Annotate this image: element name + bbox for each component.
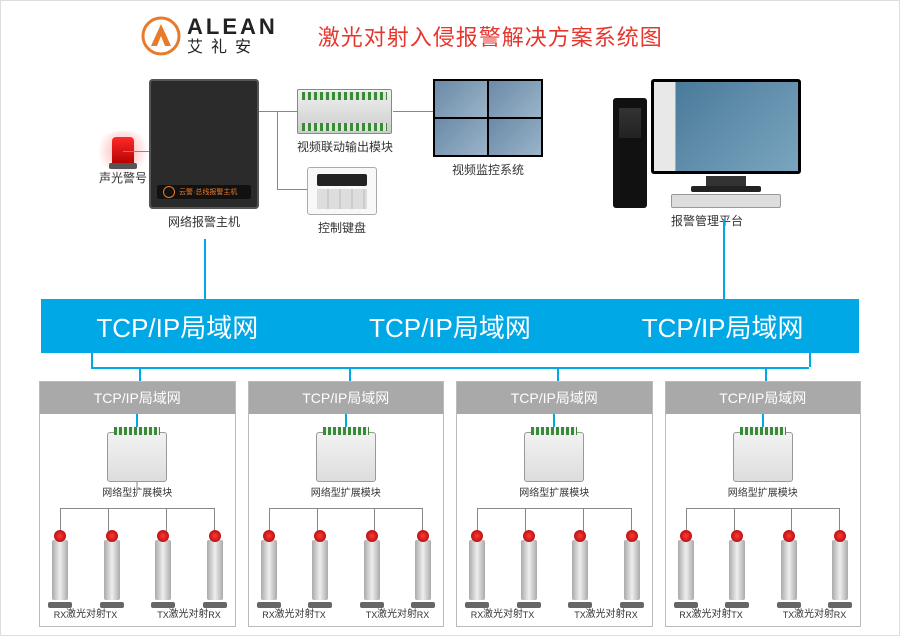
alarm-host-device: 云警·总线报警主机 网络报警主机 [149, 79, 259, 230]
sub-header: TCP/IP局域网 [457, 382, 652, 414]
conn-blue [809, 353, 811, 367]
video-module-icon [297, 89, 392, 134]
conn-line [60, 508, 215, 509]
ext-module-label: 网络型扩展模块 [249, 484, 444, 499]
video-wall-icon [433, 79, 543, 157]
logo-icon [141, 16, 181, 56]
tcp-label: TCP/IP局域网 [642, 308, 804, 345]
video-module-device: 视频联动输出模块 [297, 89, 393, 155]
header: ALEAN 艾礼安 激光对射入侵报警解决方案系统图 [141, 15, 859, 57]
pc-device: 报警管理平台 [613, 79, 801, 229]
sensors-row: RX TX TX RX 激光对射 激光对射 [674, 540, 853, 620]
sensor-pair-label: 激光对射 [66, 605, 106, 620]
sub-box: TCP/IP局域网 网络型扩展模块 RX TX TX RX 激光对射 激光对射 [39, 381, 236, 627]
conn-blue [723, 219, 725, 299]
sensors-row: RX TX TX RX 激光对射 激光对射 [48, 540, 227, 620]
ext-module-icon [524, 432, 584, 482]
tcp-bar: TCP/IP局域网 TCP/IP局域网 TCP/IP局域网 [41, 299, 859, 353]
conn-blue [557, 367, 559, 381]
sub-header: TCP/IP局域网 [40, 382, 235, 414]
ext-module-label: 网络型扩展模块 [457, 484, 652, 499]
conn-blue [91, 353, 93, 367]
video-wall-label: 视频监控系统 [433, 161, 543, 178]
keypad-label: 控制键盘 [307, 219, 377, 236]
alarm-host-badge: 云警·总线报警主机 [157, 185, 251, 199]
conn-line [123, 151, 149, 152]
ext-module-icon [316, 432, 376, 482]
ext-module-icon [733, 432, 793, 482]
tcp-label: TCP/IP局域网 [96, 308, 258, 345]
sub-box: TCP/IP局域网 网络型扩展模块 RX TX TX RX 激光对射 激光对射 [248, 381, 445, 627]
diagram-title: 激光对射入侵报警解决方案系统图 [318, 20, 663, 52]
sub-box: TCP/IP局域网 网络型扩展模块 RX TX TX RX 激光对射 激光对射 [456, 381, 653, 627]
tcp-label: TCP/IP局域网 [369, 308, 531, 345]
sub-header: TCP/IP局域网 [249, 382, 444, 414]
brand-logo: ALEAN 艾礼安 [141, 15, 278, 57]
sensor-pair-label: 激光对射 [169, 605, 209, 620]
keypad-icon [307, 167, 377, 215]
sub-header: TCP/IP局域网 [666, 382, 861, 414]
conn-line [686, 508, 841, 509]
sensors-row: RX TX TX RX 激光对射 激光对射 [257, 540, 436, 620]
sub-sections: TCP/IP局域网 网络型扩展模块 RX TX TX RX 激光对射 激光对射 … [39, 381, 861, 627]
alarm-light-label: 声光警号 [99, 169, 147, 186]
video-module-label: 视频联动输出模块 [297, 138, 393, 155]
conn-line [277, 111, 278, 189]
conn-blue [765, 367, 767, 381]
ext-module-icon [107, 432, 167, 482]
keypad-device: 控制键盘 [307, 167, 377, 236]
conn-line [277, 189, 307, 190]
sensors-row: RX TX TX RX 激光对射 激光对射 [465, 540, 644, 620]
brand-cn: 艾礼安 [187, 39, 278, 57]
conn-line [393, 111, 433, 112]
conn-line [137, 482, 138, 494]
pc-icon [613, 79, 801, 208]
conn-blue [349, 367, 351, 381]
conn-line [477, 508, 632, 509]
alarm-host-label: 网络报警主机 [149, 213, 259, 230]
video-wall-device: 视频监控系统 [433, 79, 543, 178]
ext-module-label: 网络型扩展模块 [666, 484, 861, 499]
sub-box: TCP/IP局域网 网络型扩展模块 RX TX TX RX 激光对射 激光对射 [665, 381, 862, 627]
pc-label: 报警管理平台 [613, 212, 801, 229]
brand-en: ALEAN [187, 15, 278, 39]
conn-blue [91, 367, 809, 369]
top-devices-row: 声光警号 云警·总线报警主机 网络报警主机 视频联动输出模块 控制键盘 视频监控… [1, 79, 899, 259]
conn-blue [204, 239, 206, 299]
conn-line [269, 508, 424, 509]
alarm-host-icon: 云警·总线报警主机 [149, 79, 259, 209]
conn-blue [139, 367, 141, 381]
conn-line [259, 111, 297, 112]
alarm-light-device: 声光警号 [99, 137, 147, 186]
